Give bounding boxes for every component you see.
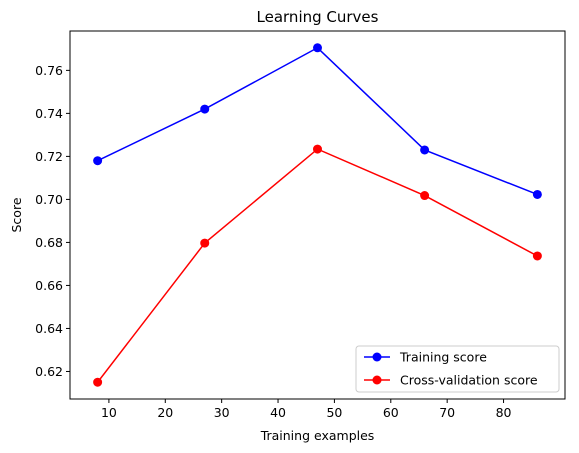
data-point [313, 43, 322, 53]
legend-label: Training score [399, 350, 487, 365]
series-cross-validation-score [93, 144, 542, 387]
data-point [313, 144, 322, 154]
legend-item: Training score [364, 350, 487, 365]
series-training-score [93, 43, 542, 199]
plot-area [93, 43, 542, 387]
y-tick-label: 0.70 [35, 192, 63, 207]
data-point [93, 156, 103, 166]
y-axis: 0.62 0.64 0.66 0.68 0.70 0.72 0.74 0.76 [35, 63, 70, 379]
y-tick-label: 0.68 [35, 235, 63, 250]
legend-marker [372, 375, 382, 385]
x-tick-label: 40 [270, 405, 286, 420]
y-axis-label: Score [9, 197, 24, 232]
chart-title: Learning Curves [257, 8, 379, 26]
data-point [200, 104, 210, 114]
y-tick-label: 0.62 [35, 364, 63, 379]
legend-item: Cross-validation score [364, 373, 538, 388]
data-point [532, 251, 542, 261]
data-point [420, 191, 430, 201]
x-tick-label: 60 [383, 405, 399, 420]
data-point [532, 189, 542, 199]
y-tick-label: 0.76 [35, 63, 63, 78]
x-axis-label: Training examples [260, 428, 375, 443]
plot-frame [69, 30, 566, 400]
data-point [200, 238, 210, 248]
y-tick-label: 0.64 [35, 321, 63, 336]
data-point [420, 145, 430, 155]
legend-marker [372, 352, 382, 362]
x-tick-label: 20 [157, 405, 173, 420]
x-tick-label: 10 [101, 405, 117, 420]
x-tick-label: 70 [439, 405, 455, 420]
x-tick-label: 50 [326, 405, 342, 420]
data-point [93, 377, 103, 387]
x-axis: 10 20 30 40 50 60 70 80 [101, 399, 512, 420]
y-tick-label: 0.72 [35, 149, 63, 164]
legend-label: Cross-validation score [400, 373, 538, 388]
legend-frame [355, 345, 560, 393]
x-tick-label: 80 [496, 405, 512, 420]
y-tick-label: 0.66 [35, 278, 63, 293]
x-tick-label: 30 [214, 405, 230, 420]
y-tick-label: 0.74 [35, 106, 63, 121]
legend: Training score Cross-validation score [355, 345, 560, 393]
